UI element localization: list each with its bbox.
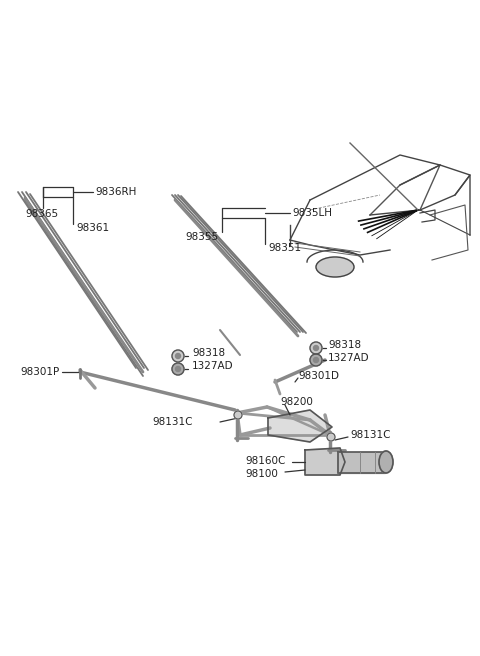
Polygon shape	[305, 448, 345, 475]
Circle shape	[310, 354, 322, 366]
Text: 98365: 98365	[25, 209, 58, 219]
Text: 98355: 98355	[185, 232, 218, 242]
Polygon shape	[338, 452, 385, 473]
Circle shape	[313, 346, 319, 350]
Circle shape	[172, 350, 184, 362]
Circle shape	[176, 354, 180, 358]
Text: 98351: 98351	[268, 243, 301, 253]
Text: 98100: 98100	[245, 469, 278, 479]
Circle shape	[234, 411, 242, 419]
Text: 1327AD: 1327AD	[328, 353, 370, 363]
Text: 9835LH: 9835LH	[292, 208, 332, 218]
Text: 9836RH: 9836RH	[95, 187, 136, 197]
Ellipse shape	[379, 451, 393, 473]
Text: 98301D: 98301D	[298, 371, 339, 381]
Polygon shape	[268, 410, 332, 442]
Circle shape	[327, 433, 335, 441]
Text: 98301P: 98301P	[20, 367, 59, 377]
Circle shape	[313, 358, 319, 363]
Text: 98318: 98318	[192, 348, 225, 358]
Circle shape	[172, 363, 184, 375]
Text: 98160C: 98160C	[245, 456, 286, 466]
Text: 98131C: 98131C	[350, 430, 391, 440]
Circle shape	[310, 342, 322, 354]
Text: 98131C: 98131C	[152, 417, 192, 427]
Text: 98318: 98318	[328, 340, 361, 350]
Text: 98361: 98361	[76, 223, 109, 233]
Ellipse shape	[316, 257, 354, 277]
Circle shape	[176, 367, 180, 371]
Text: 98200: 98200	[280, 397, 313, 407]
Text: 1327AD: 1327AD	[192, 361, 234, 371]
